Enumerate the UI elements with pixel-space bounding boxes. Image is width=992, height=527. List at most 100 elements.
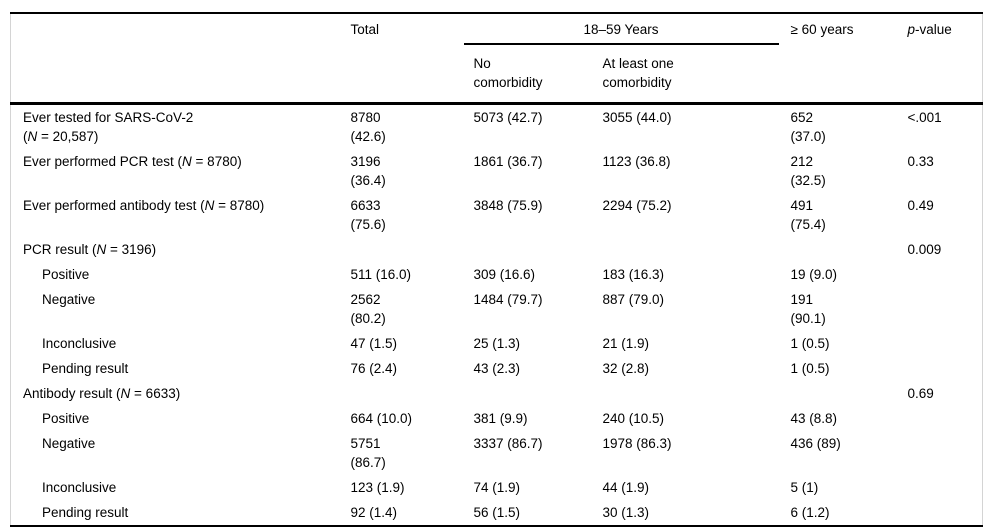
row-label: Ever performed PCR test (N = 8780) [23,154,242,169]
cell-p-value [898,287,983,331]
cell-no-comorbidity: 56 (1.5) [473,505,521,520]
results-table-container: Total 18–59 Years ≥ 60 years p-value No c… [10,12,984,527]
col-header-at-least-one: At least one comorbidity [602,56,674,90]
p-value-italic: p [907,22,916,37]
cell-total: 511 (16.0) [350,267,412,282]
col-header-empty [11,13,339,104]
cell-total [339,381,464,406]
table-row: Ever performed PCR test (N = 8780) 3196 (3… [11,149,983,193]
row-label: Negative [42,292,96,307]
row-label: Inconclusive [42,336,117,351]
cell-p-value [898,331,983,356]
cell-no-comorbidity: 1861 (36.7) [473,154,543,169]
cell-no-comorbidity: 74 (1.9) [473,480,521,495]
row-label: Positive [42,267,90,282]
cell-p-value [898,500,983,526]
cell-at-least-one: 887 (79.0) [602,292,665,307]
row-label: Antibody result (N = 6633) [23,386,181,401]
cell-at-least-one: 183 (16.3) [602,267,665,282]
cell-ge60: 436 (89) [790,436,841,451]
cell-at-least-one: 240 (10.5) [602,411,665,426]
col-header-group-label: 18–59 Years [463,20,779,45]
cell-no-comorbidity: 3337 (86.7) [473,436,543,451]
cell-at-least-one: 1123 (36.8) [602,154,671,169]
cell-p-value: <.001 [897,102,983,149]
cell-ge60 [781,237,898,262]
cell-total: 76 (2.4) [350,361,398,376]
table-header: Total 18–59 Years ≥ 60 years p-value No c… [11,13,983,104]
table-row: PCR result (N = 3196) 0.009 [11,237,983,262]
table-row: Inconclusive 47 (1.5) 25 (1.3) 21 (1.9) 1 (0… [11,331,983,356]
col-header-p-value: p-value [898,13,983,104]
table-row: Pending result 92 (1.4) 56 (1.5) 30 (1.3) 6 … [11,500,983,526]
cell-ge60: 5 (1) [790,480,819,495]
row-label: Ever tested for SARS-CoV-2 (N = 20,587) [10,102,339,149]
table-row: Ever performed antibody test (N = 8780) 6… [11,193,983,237]
cell-ge60: 6 (1.2) [790,505,830,520]
table-row: Negative 5751 (86.7) 3337 (86.7) 1978 (86.3)… [11,431,983,475]
cell-p-value: 0.009 [907,242,942,257]
table-row: Antibody result (N = 6633) 0.69 [11,381,983,406]
cell-no-comorbidity [464,237,593,262]
cell-total: 123 (1.9) [350,480,405,495]
cell-no-comorbidity: 309 (16.6) [473,267,536,282]
cell-ge60: 1 (0.5) [790,361,830,376]
cell-p-value: 0.49 [907,198,934,213]
cell-no-comorbidity: 43 (2.3) [473,361,521,376]
cell-at-least-one: 2294 (75.2) [602,198,672,213]
cell-p-value [898,431,983,475]
cell-no-comorbidity: 25 (1.3) [473,336,521,351]
cell-ge60: 1 (0.5) [790,336,830,351]
cell-p-value [898,475,983,500]
cell-total: 2562 (80.2) [350,292,386,326]
cell-ge60: 652 (37.0) [780,102,898,149]
cell-at-least-one: 21 (1.9) [602,336,650,351]
cell-total: 8780 (42.6) [338,102,464,149]
row-label: PCR result (N = 3196) [23,242,157,257]
header-row-sub: No comorbidity At least one comorbidity [11,45,983,104]
table-row: Inconclusive 123 (1.9) 74 (1.9) 44 (1.9) 5 (… [11,475,983,500]
cell-p-value: 0.33 [907,154,934,169]
cell-at-least-one: 3055 (44.0) [592,102,781,149]
header-row-main: Total 18–59 Years ≥ 60 years p-value [11,13,983,45]
cell-total: 3196 (36.4) [350,154,386,188]
cell-at-least-one: 44 (1.9) [602,480,650,495]
row-label: Positive [42,411,90,426]
col-header-ge60: ≥ 60 years [790,22,854,37]
cell-p-value [898,356,983,381]
cell-at-least-one [593,237,781,262]
row-label: Pending result [42,505,129,520]
p-value-rest: -value [915,22,952,37]
cell-no-comorbidity [464,381,593,406]
col-header-total: Total [350,22,380,37]
table-body: Ever tested for SARS-CoV-2 (N = 20,587) 87… [10,102,983,527]
cell-total: 6633 (75.6) [350,198,386,232]
cell-total [339,237,464,262]
table-row: Pending result 76 (2.4) 43 (2.3) 32 (2.8) 1 … [11,356,983,381]
cell-at-least-one: 30 (1.3) [602,505,650,520]
col-header-group-18-59: 18–59 Years [463,13,781,45]
col-header-no-comorbidity: No comorbidity [473,56,543,90]
cell-at-least-one [593,381,781,406]
cell-at-least-one: 32 (2.8) [602,361,650,376]
cell-total: 664 (10.0) [350,411,413,426]
row-label: Pending result [42,361,129,376]
row-label: Negative [42,436,96,451]
cell-p-value [898,262,983,287]
cell-ge60: 19 (9.0) [790,267,838,282]
cell-p-value: 0.69 [907,386,934,401]
results-table: Total 18–59 Years ≥ 60 years p-value No c… [10,12,984,527]
table-row: Positive 511 (16.0) 309 (16.6) 183 (16.3) 19… [11,262,983,287]
cell-ge60: 191 (90.1) [790,292,826,326]
cell-total: 5751 (86.7) [350,436,386,470]
cell-no-comorbidity: 5073 (42.7) [463,102,593,149]
cell-no-comorbidity: 381 (9.9) [473,411,528,426]
cell-ge60 [781,381,898,406]
cell-ge60: 491 (75.4) [790,198,826,232]
cell-ge60: 212 (32.5) [790,154,826,188]
table-row: Negative 2562 (80.2) 1484 (79.7) 887 (79.0) 1… [11,287,983,331]
cell-ge60: 43 (8.8) [790,411,838,426]
cell-no-comorbidity: 3848 (75.9) [473,198,543,213]
cell-total: 92 (1.4) [350,505,398,520]
cell-total: 47 (1.5) [350,336,398,351]
